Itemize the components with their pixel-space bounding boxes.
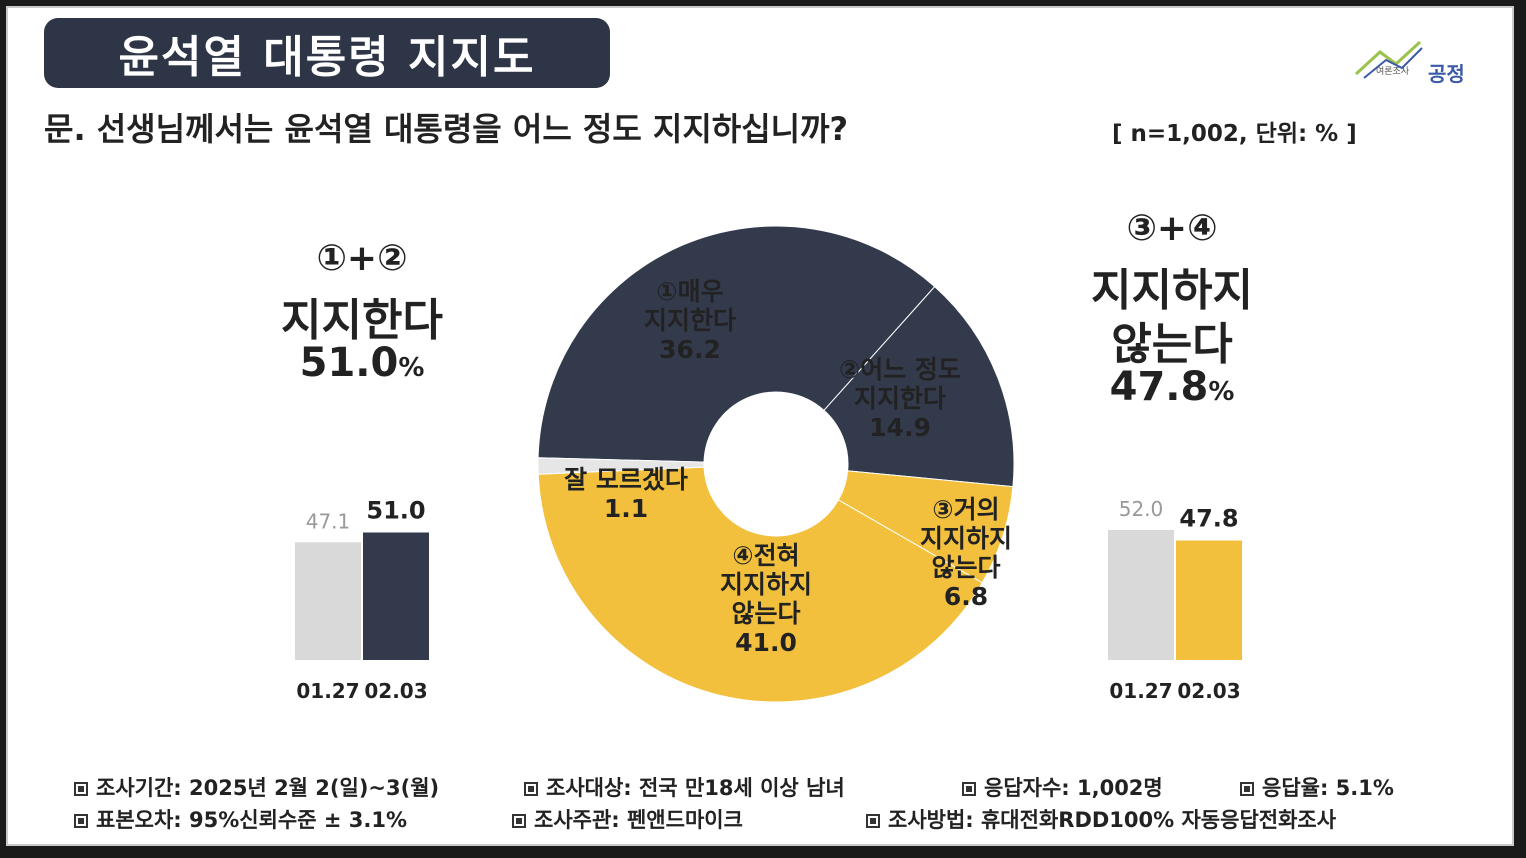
donut-slice-label: 않는다 xyxy=(931,553,1000,582)
support-label: 지지한다 xyxy=(281,295,443,346)
donut-slice-label: 지지하지 xyxy=(920,524,1012,553)
oppose-trend-tick-label: 02.03 xyxy=(1177,679,1240,703)
bullet-square-icon xyxy=(1240,782,1254,796)
support-label-top: ①+② xyxy=(316,238,408,279)
donut-value-label: 1.1 xyxy=(604,494,648,523)
donut-slice-label: 지지하지 xyxy=(720,570,812,599)
support-trend-tick-label: 02.03 xyxy=(364,679,427,703)
logo-text: 공정 xyxy=(1428,62,1465,86)
donut-value-label: 14.9 xyxy=(869,413,931,442)
support-trend-value-label: 47.1 xyxy=(306,509,351,533)
bullet-square-icon xyxy=(74,782,88,796)
oppose-unit: % xyxy=(1208,377,1235,407)
footer-item: 조사주관: 펜앤드마이크 xyxy=(512,804,743,834)
page-title: 윤석열 대통령 지지도 xyxy=(44,18,610,88)
oppose-trend-value-label: 47.8 xyxy=(1179,505,1238,533)
donut-slice-label: ②어느 정도 xyxy=(839,355,961,384)
donut-slice xyxy=(823,285,1015,488)
support-unit: % xyxy=(398,353,425,383)
donut-slice-label: ③거의 xyxy=(932,495,999,524)
support-trend-bar xyxy=(295,542,361,660)
donut-slice xyxy=(537,225,936,463)
oppose-value-wrap: 47.8% xyxy=(1072,364,1272,410)
support-trend-bar xyxy=(363,532,429,660)
footer-item: 표본오차: 95%신뢰수준 ± 3.1% xyxy=(74,804,407,834)
donut-slice-label: 지지한다 xyxy=(854,384,946,413)
bullet-square-icon xyxy=(512,814,526,828)
oppose-label-line2: 않는다 xyxy=(1111,319,1233,370)
footer-item: 조사대상: 전국 만18세 이상 남녀 xyxy=(524,772,845,802)
bullet-square-icon xyxy=(962,782,976,796)
donut-value-label: 36.2 xyxy=(659,335,721,364)
footer-item: 응답자수: 1,002명 xyxy=(962,772,1163,802)
support-value: 51.0 xyxy=(299,340,399,386)
footer-item: 조사방법: 휴대전화RDD100% 자동응답전화조사 xyxy=(866,804,1336,834)
donut-slice xyxy=(537,466,983,703)
oppose-label-line1: 지지하지 xyxy=(1091,265,1253,316)
bullet-square-icon xyxy=(524,782,538,796)
donut-slice-label: 지지한다 xyxy=(644,306,736,335)
oppose-trend-value-label: 52.0 xyxy=(1119,497,1164,521)
footer-item: 조사기간: 2025년 2월 2(일)~3(월) xyxy=(74,772,439,802)
oppose-value: 47.8 xyxy=(1109,364,1209,410)
donut-slice-label: ④전혀 xyxy=(732,541,799,570)
bullet-square-icon xyxy=(74,814,88,828)
bullet-square-icon xyxy=(866,814,880,828)
logo-sub: 여론조사 xyxy=(1376,67,1410,77)
support-value-wrap: 51.0% xyxy=(262,340,462,386)
donut-slice-label: ①매우 xyxy=(656,277,723,306)
support-trend-value-label: 51.0 xyxy=(366,497,425,525)
donut-value-label: 41.0 xyxy=(735,628,797,657)
oppose-trend-tick-label: 01.27 xyxy=(1109,679,1172,703)
oppose-trend-bar xyxy=(1108,530,1174,660)
question-text: 문. 선생님께서는 윤석열 대통령을 어느 정도 지지하십니까? xyxy=(44,110,849,148)
donut-slice-label: 않는다 xyxy=(731,599,800,628)
oppose-label-top: ③+④ xyxy=(1126,208,1218,249)
donut-slice-label: 잘 모르겠다 xyxy=(564,465,688,494)
oppose-trend-bar xyxy=(1176,540,1242,660)
donut-slice xyxy=(537,457,705,475)
donut-value-label: 6.8 xyxy=(944,582,988,611)
sample-note: [ n=1,002, 단위: % ] xyxy=(1112,121,1357,147)
footer-item: 응답율: 5.1% xyxy=(1240,772,1394,802)
slide-frame xyxy=(6,6,1514,846)
support-trend-tick-label: 01.27 xyxy=(296,679,359,703)
logo-chart-icon xyxy=(1354,40,1423,79)
